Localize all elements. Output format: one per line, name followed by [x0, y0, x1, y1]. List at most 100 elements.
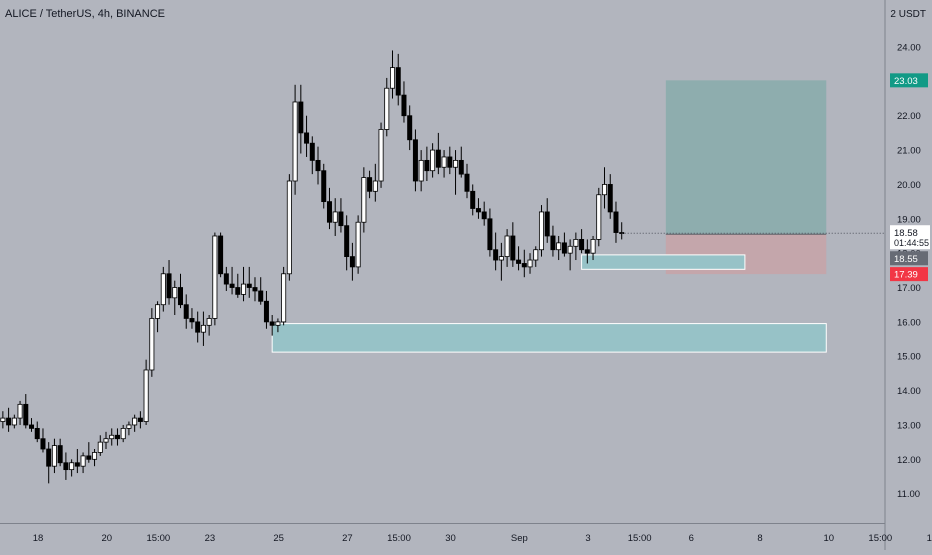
candle[interactable] [229, 266, 235, 295]
candle[interactable] [367, 170, 373, 199]
candle[interactable] [286, 174, 292, 281]
candle[interactable] [309, 136, 315, 175]
candle[interactable] [246, 266, 252, 298]
candle[interactable] [424, 146, 430, 182]
candle[interactable] [464, 163, 470, 199]
candle[interactable] [109, 428, 115, 446]
candle[interactable] [132, 414, 138, 432]
candle[interactable] [189, 308, 195, 329]
candle[interactable] [252, 277, 258, 302]
candle[interactable] [0, 411, 6, 429]
candle[interactable] [533, 246, 539, 267]
candle[interactable] [218, 232, 224, 278]
candle[interactable] [6, 407, 12, 432]
candle[interactable] [498, 242, 504, 281]
candle[interactable] [23, 394, 29, 429]
candle[interactable] [430, 143, 436, 178]
candle[interactable] [401, 81, 407, 123]
candle[interactable] [281, 266, 287, 326]
candle[interactable] [126, 421, 132, 436]
candle[interactable] [412, 129, 418, 192]
candle[interactable] [527, 253, 533, 274]
candle[interactable] [137, 411, 143, 429]
candle[interactable] [584, 239, 590, 264]
candle[interactable] [206, 315, 212, 336]
candle[interactable] [510, 222, 516, 267]
candle[interactable] [80, 452, 86, 474]
candle[interactable] [326, 187, 332, 230]
candle[interactable] [493, 232, 499, 271]
candle[interactable] [561, 232, 567, 257]
candle[interactable] [355, 215, 361, 274]
candle[interactable] [395, 53, 401, 106]
currency-label[interactable]: 2 USDT [890, 9, 926, 20]
candle[interactable] [86, 442, 92, 463]
candle[interactable] [516, 246, 522, 271]
candle[interactable] [344, 215, 350, 271]
candle[interactable] [258, 277, 264, 305]
candle[interactable] [97, 435, 103, 456]
candle[interactable] [235, 273, 241, 298]
candle[interactable] [160, 266, 166, 312]
candle[interactable] [441, 150, 447, 178]
demand-zone-large[interactable] [271, 323, 827, 353]
candle[interactable] [550, 225, 556, 257]
candle[interactable] [223, 266, 229, 291]
candle[interactable] [579, 229, 585, 254]
candle[interactable] [57, 438, 63, 467]
candle[interactable] [321, 163, 327, 209]
candle[interactable] [378, 122, 384, 188]
candle[interactable] [29, 418, 35, 432]
candle[interactable] [183, 294, 189, 329]
candle[interactable] [390, 50, 396, 99]
candle[interactable] [103, 431, 109, 450]
candle[interactable] [298, 84, 304, 154]
candle[interactable] [63, 452, 69, 480]
candle[interactable] [470, 184, 476, 216]
candle[interactable] [200, 311, 206, 346]
candle[interactable] [487, 208, 493, 257]
candle[interactable] [418, 150, 424, 192]
candle[interactable] [453, 150, 459, 195]
long-position-profit[interactable] [665, 80, 827, 235]
candle[interactable] [263, 290, 269, 329]
candle[interactable] [269, 315, 275, 336]
candle[interactable] [619, 222, 625, 240]
candle[interactable] [46, 442, 52, 484]
candle[interactable] [447, 146, 453, 175]
candle[interactable] [292, 84, 298, 195]
candle[interactable] [372, 163, 378, 202]
candle[interactable] [177, 273, 183, 309]
candle[interactable] [315, 146, 321, 185]
candle[interactable] [607, 174, 613, 219]
candle[interactable] [458, 146, 464, 178]
candle[interactable] [407, 105, 413, 151]
candle[interactable] [275, 318, 281, 333]
candle[interactable] [544, 198, 550, 243]
candle[interactable] [40, 428, 46, 453]
candle[interactable] [349, 242, 355, 281]
candle[interactable] [166, 260, 172, 305]
candle[interactable] [114, 428, 120, 446]
candle[interactable] [172, 280, 178, 316]
candle[interactable] [74, 449, 80, 474]
candle[interactable] [120, 424, 126, 443]
candle[interactable] [556, 235, 562, 261]
candle[interactable] [538, 205, 544, 257]
candle[interactable] [338, 198, 344, 233]
candle[interactable] [155, 301, 161, 333]
candle[interactable] [195, 311, 201, 343]
candle[interactable] [51, 438, 57, 474]
candle[interactable] [143, 359, 149, 425]
candle[interactable] [304, 115, 310, 157]
candle[interactable] [69, 459, 75, 477]
candle[interactable] [92, 449, 98, 467]
candle[interactable] [212, 232, 218, 326]
candle[interactable] [361, 167, 367, 233]
candle[interactable] [567, 239, 573, 271]
candle[interactable] [475, 198, 481, 219]
candle[interactable] [613, 201, 619, 243]
candle[interactable] [332, 198, 338, 236]
demand-zone-small[interactable] [581, 254, 746, 270]
